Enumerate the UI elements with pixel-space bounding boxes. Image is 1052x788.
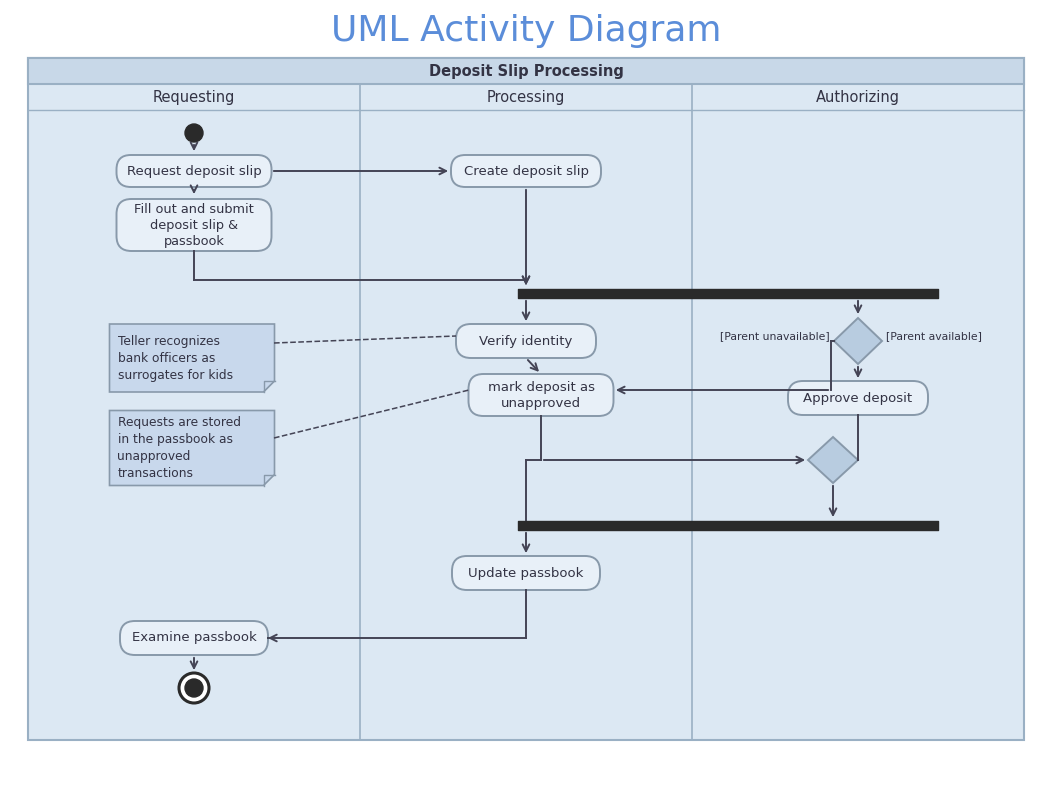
Text: Approve deposit: Approve deposit xyxy=(804,392,912,404)
Text: mark deposit as
unapproved: mark deposit as unapproved xyxy=(487,381,594,410)
FancyBboxPatch shape xyxy=(120,621,268,655)
FancyBboxPatch shape xyxy=(788,381,928,415)
Text: UML Activity Diagram: UML Activity Diagram xyxy=(330,14,722,48)
FancyBboxPatch shape xyxy=(117,155,271,187)
FancyBboxPatch shape xyxy=(28,58,1024,740)
Text: Update passbook: Update passbook xyxy=(468,567,584,579)
Text: [Parent available]: [Parent available] xyxy=(886,331,982,341)
Circle shape xyxy=(179,673,209,703)
Text: Create deposit slip: Create deposit slip xyxy=(464,165,588,177)
FancyBboxPatch shape xyxy=(456,324,596,358)
FancyBboxPatch shape xyxy=(451,155,601,187)
Text: Request deposit slip: Request deposit slip xyxy=(126,165,261,177)
Circle shape xyxy=(185,124,203,142)
Text: Requesting: Requesting xyxy=(153,90,236,105)
FancyBboxPatch shape xyxy=(28,58,1024,84)
Polygon shape xyxy=(109,411,275,485)
Text: Teller recognizes
bank officers as
surrogates for kids: Teller recognizes bank officers as surro… xyxy=(118,334,232,381)
Text: Processing: Processing xyxy=(487,90,565,105)
FancyBboxPatch shape xyxy=(468,374,613,416)
Polygon shape xyxy=(109,324,275,392)
FancyBboxPatch shape xyxy=(452,556,600,590)
Text: Verify identity: Verify identity xyxy=(480,334,572,348)
Text: Authorizing: Authorizing xyxy=(816,90,901,105)
Polygon shape xyxy=(834,318,882,364)
Text: Deposit Slip Processing: Deposit Slip Processing xyxy=(428,64,624,79)
Text: Examine passbook: Examine passbook xyxy=(132,631,257,645)
Text: Requests are stored
in the passbook as
unapproved
transactions: Requests are stored in the passbook as u… xyxy=(118,416,241,480)
Text: Fill out and submit
deposit slip &
passbook: Fill out and submit deposit slip & passb… xyxy=(134,203,254,247)
Circle shape xyxy=(185,679,203,697)
FancyBboxPatch shape xyxy=(117,199,271,251)
Polygon shape xyxy=(808,437,858,483)
Text: [Parent unavailable]: [Parent unavailable] xyxy=(721,331,830,341)
